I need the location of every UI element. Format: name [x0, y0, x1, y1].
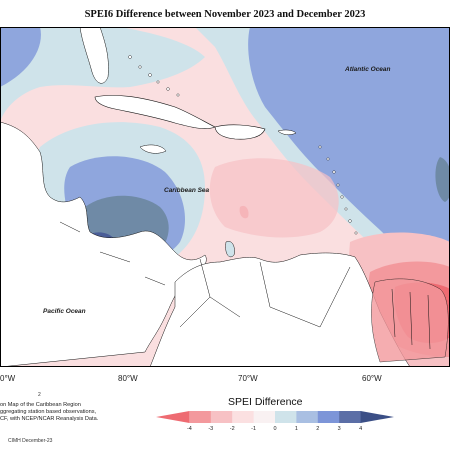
puerto-rico-land	[277, 129, 297, 135]
legend-colorbar	[150, 408, 400, 431]
pacific-ocean-label: Pacific Ocean	[43, 308, 86, 315]
legend-tick-label: -1	[251, 426, 257, 432]
atlantic-light-band	[195, 27, 450, 299]
legend-swatch	[360, 411, 394, 423]
northwest-blue-zone	[0, 27, 41, 87]
atlantic-ocean-label: Atlantic Ocean	[345, 66, 391, 73]
small-number: 2	[38, 392, 41, 398]
hispaniola-land	[214, 124, 266, 140]
central-negative-zone	[209, 158, 339, 238]
lon-label-70w: 70°W	[238, 374, 258, 383]
spei-map	[0, 27, 450, 367]
cuba-land	[94, 95, 216, 129]
map-title: SPEI6 Difference between November 2023 a…	[84, 9, 366, 20]
jamaica-land	[139, 144, 167, 154]
atlantic-positive-zone	[240, 27, 450, 292]
legend-tick-label: 0	[273, 426, 277, 432]
legend-swatch	[156, 411, 190, 423]
legend-swatch	[189, 411, 212, 423]
credit-text: CIMH December-23	[8, 438, 53, 444]
guianas-region	[371, 278, 449, 363]
legend-swatch	[232, 411, 255, 423]
legend-swatch	[317, 411, 340, 423]
bahamas-islands	[128, 55, 180, 97]
lake-maracaibo	[225, 241, 235, 258]
lon-label-80w: 80°W	[118, 374, 138, 383]
legend-tick-label: -2	[229, 426, 235, 432]
caption-line: CF, with NCEP/NCAR Reanalysis Data.	[0, 416, 99, 422]
legend-tick-label: 4	[359, 426, 363, 432]
legend-swatch	[253, 411, 276, 423]
legend-tick-label: 1	[294, 426, 298, 432]
caribbean-sea-label: Caribbean Sea	[164, 187, 210, 194]
atlantic-gray-blob	[435, 157, 450, 202]
lesser-antilles-islands	[318, 145, 358, 235]
caption: on Map of the Caribbean Region ggregatin…	[0, 402, 130, 423]
florida-land	[79, 27, 109, 84]
south-america-land	[149, 252, 411, 367]
guianas-borders	[391, 288, 431, 350]
legend-swatch	[296, 411, 319, 423]
legend-swatch	[210, 411, 233, 423]
legend-swatch	[275, 411, 297, 423]
legend-title: SPEI Difference	[228, 396, 303, 408]
caption-line: on Map of the Caribbean Region	[0, 402, 81, 408]
legend-tick-label: 3	[337, 426, 341, 432]
caption-line: ggregating station based observations,	[0, 409, 97, 415]
lon-label-0: 0°W	[0, 374, 16, 383]
central-america-land	[0, 121, 207, 367]
legend-tick-label: -3	[208, 426, 214, 432]
country-borders	[59, 221, 351, 328]
legend-tick-label: -4	[186, 426, 192, 432]
legend-tick-label: 2	[316, 426, 320, 432]
lon-label-60w: 60°W	[362, 374, 382, 383]
legend-swatch	[339, 411, 362, 423]
